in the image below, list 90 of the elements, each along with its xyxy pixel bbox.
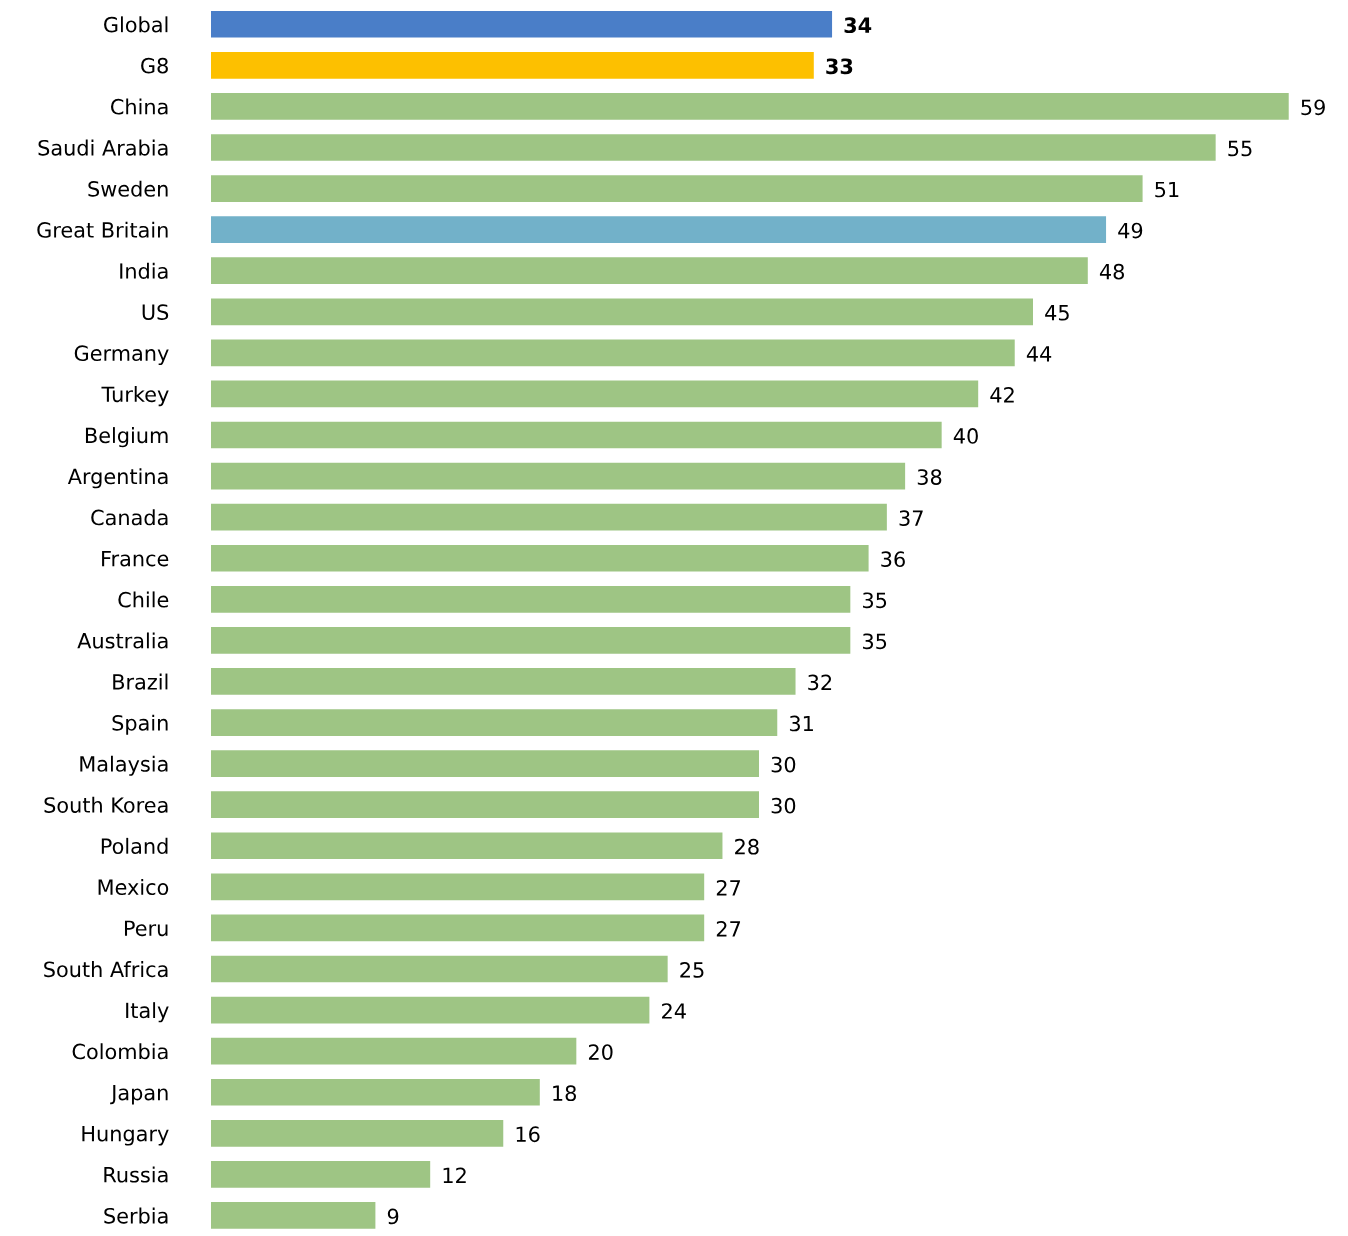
y-tick-label: Japan [110, 1084, 168, 1105]
bar [211, 216, 1107, 243]
data-label: 36 [881, 551, 905, 568]
y-tick-label: Sweden [88, 180, 168, 197]
data-label: 31 [789, 715, 813, 732]
bar [211, 1078, 540, 1106]
data-label: 51 [1155, 181, 1179, 198]
y-tick-label: France [102, 550, 169, 567]
y-tick-label: India [120, 262, 168, 279]
y-tick-label: Serbia [104, 1207, 168, 1224]
y-tick-label: Italy [126, 1002, 169, 1023]
data-label: 44 [1026, 346, 1052, 362]
data-label: 42 [990, 387, 1014, 403]
bar [211, 10, 833, 38]
y-tick-label: Brazil [113, 673, 168, 690]
y-tick-label: South Korea [44, 796, 168, 813]
data-label: 30 [771, 756, 796, 773]
y-tick-label: South Africa [44, 961, 168, 978]
data-label: 20 [588, 1044, 613, 1060]
bar [211, 544, 869, 572]
bar [211, 134, 1216, 161]
y-tick-label: Global [104, 16, 168, 33]
y-tick-label: Belgium [85, 427, 168, 448]
bar [211, 709, 778, 736]
data-label: 34 [844, 17, 872, 34]
y-tick-label: Malaysia [80, 755, 168, 776]
bar [211, 503, 887, 531]
y-tick-label: US [142, 304, 169, 320]
bar [211, 1161, 431, 1188]
data-label: 30 [771, 797, 796, 814]
bar [211, 873, 705, 901]
bar [211, 668, 796, 695]
bar [211, 1037, 577, 1065]
data-label: 27 [716, 920, 741, 937]
data-label: 16 [516, 1126, 540, 1143]
data-label: 12 [443, 1167, 466, 1183]
y-tick-label: Germany [74, 345, 169, 366]
bar [211, 750, 759, 777]
bar [211, 93, 1289, 120]
data-label: 40 [953, 428, 978, 444]
y-tick-label: G8 [141, 57, 168, 74]
bar [211, 175, 1143, 202]
y-tick-label: Mexico [98, 878, 169, 896]
y-tick-label: Spain [112, 714, 168, 735]
data-label: 9 [387, 1208, 399, 1225]
data-label: 45 [1045, 305, 1069, 321]
y-tick-label: Great Britain [37, 221, 168, 238]
bar [211, 791, 759, 819]
y-tick-label: Chile [118, 591, 169, 608]
y-tick-label: Saudi Arabia [38, 139, 168, 156]
data-label: 25 [680, 962, 704, 978]
bar [211, 996, 650, 1024]
data-label: 27 [716, 879, 741, 896]
data-label: 35 [863, 592, 887, 609]
y-tick-label: Russia [104, 1166, 168, 1183]
bar [211, 462, 906, 490]
y-tick-label: Turkey [101, 386, 169, 407]
data-label: 24 [662, 1003, 686, 1019]
bar [211, 627, 851, 654]
bar [211, 257, 1088, 285]
y-tick-label: Colombia [72, 1043, 168, 1060]
bar [211, 1119, 504, 1147]
bar [211, 1202, 376, 1229]
bar [211, 914, 705, 942]
data-label: 18 [553, 1085, 576, 1102]
data-label: 35 [863, 633, 887, 650]
bar [211, 380, 979, 408]
y-tick-label: Canada [91, 509, 168, 526]
y-tick-label: Poland [101, 837, 168, 854]
y-tick-label: Hungary [82, 1126, 169, 1146]
bar [211, 339, 1015, 367]
bar [211, 832, 723, 860]
data-label: 33 [826, 58, 853, 75]
bar [211, 955, 668, 983]
y-tick-label: Argentina [67, 468, 168, 489]
data-label: 37 [899, 510, 923, 526]
data-label: 38 [917, 469, 942, 485]
data-label: 59 [1301, 99, 1325, 116]
data-label: 55 [1228, 140, 1252, 157]
data-label: 49 [1118, 222, 1143, 239]
y-tick-label: China [110, 98, 168, 115]
bar [211, 298, 1033, 326]
y-tick-label: Peru [124, 920, 168, 937]
bar [211, 421, 942, 449]
bar [211, 51, 814, 79]
data-label: 48 [1099, 263, 1124, 280]
data-label: 28 [735, 838, 759, 855]
y-tick-label: Australia [77, 632, 168, 649]
data-label: 32 [808, 674, 832, 691]
bar [211, 585, 851, 613]
